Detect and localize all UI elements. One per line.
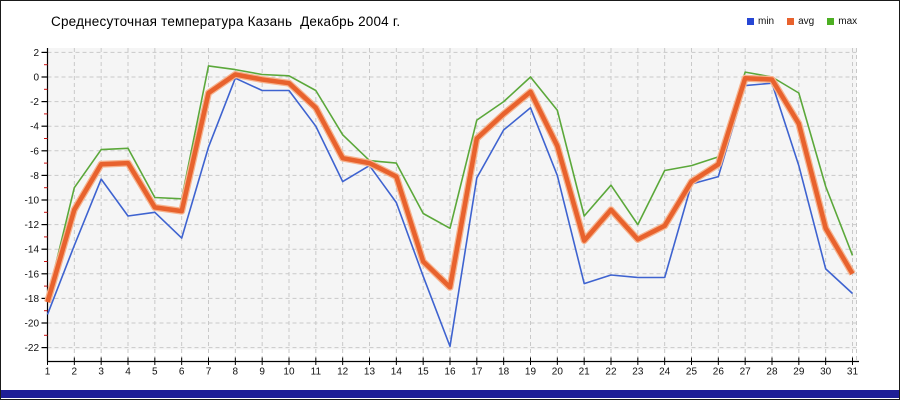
y-tick-label: -12 — [25, 220, 40, 231]
y-tick-label: -14 — [25, 245, 40, 256]
x-tick-label: 2 — [72, 367, 78, 378]
x-tick-label: 11 — [311, 367, 322, 378]
x-tick-label: 21 — [579, 367, 591, 378]
y-tick-label: -16 — [25, 269, 40, 280]
x-tick-label: 3 — [98, 367, 104, 378]
x-tick-label: 30 — [820, 367, 832, 378]
x-tick-label: 4 — [125, 367, 131, 378]
x-tick-label: 20 — [552, 367, 564, 378]
x-tick-label: 31 — [847, 367, 859, 378]
x-tick-label: 7 — [206, 367, 212, 378]
y-tick-label: 2 — [33, 48, 39, 59]
y-tick-label: -4 — [30, 122, 39, 133]
legend-item-max: max — [827, 16, 857, 27]
y-tick-label: -10 — [25, 196, 40, 207]
x-tick-label: 29 — [793, 367, 805, 378]
x-tick-label: 23 — [632, 367, 644, 378]
y-tick-label: -6 — [30, 146, 39, 157]
min-series-swatch — [747, 18, 754, 25]
legend: min avg max — [747, 16, 857, 27]
x-tick-label: 6 — [179, 367, 185, 378]
x-tick-label: 8 — [233, 367, 239, 378]
legend-label-avg: avg — [798, 16, 815, 27]
y-tick-label: 0 — [33, 73, 39, 84]
vertical-gridlines — [47, 48, 857, 361]
x-tick-label: 9 — [259, 367, 265, 378]
x-tick-label: 22 — [605, 367, 617, 378]
x-tick-label: 10 — [283, 367, 295, 378]
y-tick-label: -18 — [25, 294, 40, 305]
y-tick-label: -2 — [30, 97, 39, 108]
x-tick-label: 26 — [713, 367, 725, 378]
x-tick-label: 12 — [337, 367, 349, 378]
x-tick-label: 16 — [444, 367, 456, 378]
y-axis-minor-ticks — [44, 64, 48, 336]
x-tick-label: 1 — [45, 367, 51, 378]
x-tick-label: 14 — [391, 367, 403, 378]
x-tick-label: 25 — [686, 367, 698, 378]
y-tick-label: -20 — [25, 319, 40, 330]
x-tick-label: 19 — [525, 367, 537, 378]
x-tick-label: 27 — [740, 367, 752, 378]
x-tick-label: 28 — [766, 367, 778, 378]
x-tick-label: 5 — [152, 367, 158, 378]
y-axis-ticks-labels: 2 0 -2 -4 -6 -8 -10 -12 -14 -16 -18 -20 -22 — [25, 48, 48, 354]
max-series-swatch — [827, 18, 835, 25]
y-tick-label: -8 — [30, 171, 39, 182]
avg-series-swatch — [787, 18, 795, 25]
x-tick-label: 17 — [471, 367, 483, 378]
x-tick-label: 15 — [418, 367, 430, 378]
y-tick-label: -22 — [25, 343, 40, 354]
x-tick-label: 18 — [498, 367, 510, 378]
x-axis-ticks-labels: 1 2 3 4 5 6 7 8 9 10 11 12 13 14 15 16 17 18 19 20 21 22 23 24 2… — [45, 357, 859, 378]
x-tick-label: 13 — [364, 367, 376, 378]
legend-item-min: min — [747, 16, 774, 27]
chart-title: Среднесуточная температура Казань Декабр… — [51, 14, 401, 29]
axes — [46, 48, 859, 363]
bottom-bar — [1, 390, 899, 398]
legend-label-min: min — [758, 16, 775, 27]
x-tick-label: 24 — [659, 367, 671, 378]
legend-item-avg: avg — [787, 16, 814, 27]
series-min-line — [46, 77, 854, 348]
series-avg-line — [45, 72, 855, 303]
legend-label-max: max — [838, 16, 858, 27]
